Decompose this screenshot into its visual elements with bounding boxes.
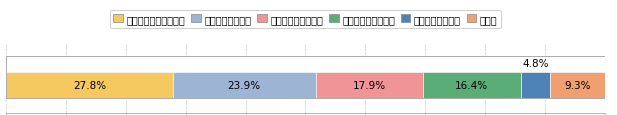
Bar — [6, 73, 173, 98]
Text: 17.9%: 17.9% — [352, 81, 386, 91]
Bar — [550, 73, 605, 98]
Bar — [173, 73, 315, 98]
Bar — [521, 73, 550, 98]
Bar — [315, 73, 423, 98]
Text: 27.8%: 27.8% — [73, 81, 106, 91]
Legend: 不在だったことはない, たまに不在だった, ときどき不在だった, ほとんど不在だった, いつも不在だった, 無回答: 不在だったことはない, たまに不在だった, ときどき不在だった, ほとんど不在だ… — [109, 11, 502, 28]
Text: 23.9%: 23.9% — [228, 81, 260, 91]
Text: 16.4%: 16.4% — [455, 81, 489, 91]
Text: 9.3%: 9.3% — [564, 81, 590, 91]
FancyBboxPatch shape — [6, 56, 605, 73]
Bar — [423, 73, 521, 98]
Text: 4.8%: 4.8% — [522, 59, 549, 69]
